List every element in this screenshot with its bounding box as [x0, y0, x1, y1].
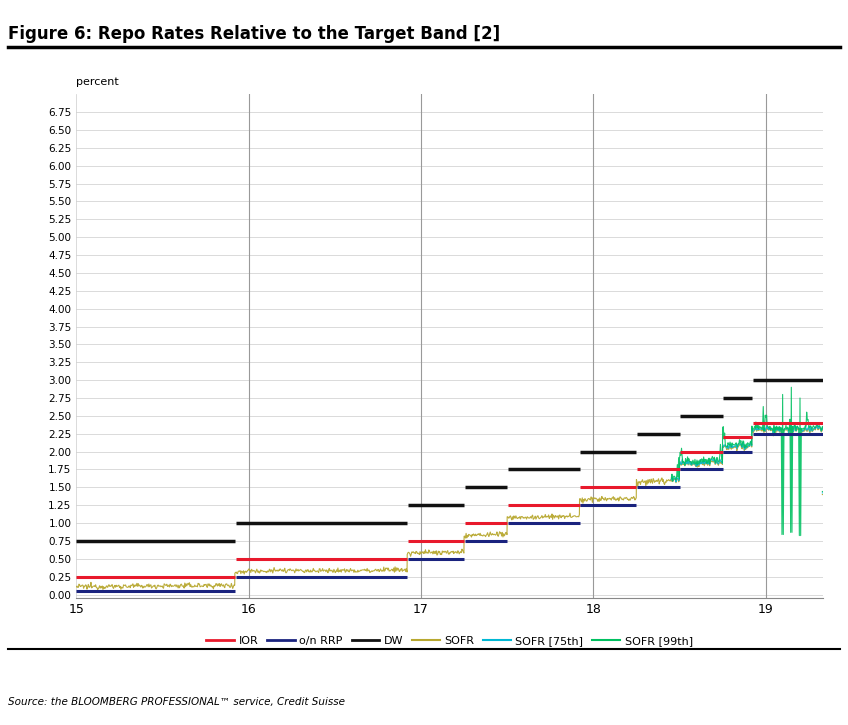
- Legend: IOR, o/n RRP, DW, SOFR, SOFR [75th], SOFR [99th]: IOR, o/n RRP, DW, SOFR, SOFR [75th], SOF…: [202, 631, 697, 650]
- Text: percent: percent: [76, 77, 119, 87]
- Text: Figure 6: Repo Rates Relative to the Target Band [2]: Figure 6: Repo Rates Relative to the Tar…: [8, 25, 500, 44]
- Text: Source: the BLOOMBERG PROFESSIONAL™ service, Credit Suisse: Source: the BLOOMBERG PROFESSIONAL™ serv…: [8, 697, 345, 707]
